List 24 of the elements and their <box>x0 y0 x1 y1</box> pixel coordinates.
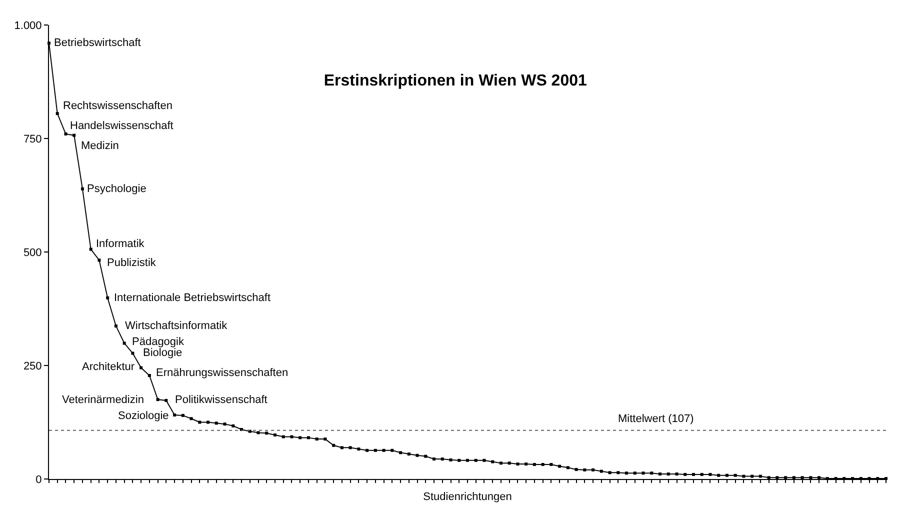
annotation: Veterinärmedizin <box>62 394 144 406</box>
annotation: Publizistik <box>107 257 156 269</box>
annotation: Ernährungswissenschaften <box>156 367 288 379</box>
annotation: Soziologie <box>118 410 169 422</box>
annotation: Biologie <box>143 347 182 359</box>
annotation: Internationale Betriebswirtschaft <box>114 292 271 304</box>
annotation: Pädagogik <box>132 336 184 348</box>
annotation: Informatik <box>96 238 145 250</box>
annotation: Medizin <box>81 140 119 152</box>
text: Erstinskriptionen in Wien WS 2001 <box>324 72 588 90</box>
y-tick-label: 500 <box>23 246 42 259</box>
y-tick-label: 250 <box>23 360 42 372</box>
annotation: Wirtschaftsinformatik <box>125 320 228 332</box>
annotation: Rechtswissenschaften <box>63 100 172 112</box>
annotation: Betriebswirtschaft <box>54 37 141 49</box>
ref-line-label: Mittelwert (107) <box>618 413 694 425</box>
x-axis-title: Studienrichtungen <box>423 491 512 504</box>
annotation: Architektur <box>82 361 135 373</box>
annotation: Handelswissenschaft <box>70 120 174 132</box>
annotation: Psychologie <box>87 183 146 195</box>
y-tick-label: 750 <box>23 133 42 146</box>
y-tick-label: 1.000 <box>14 20 42 32</box>
annotation: Politikwissenschaft <box>175 394 268 406</box>
y-tick-label: 0 <box>36 474 42 486</box>
